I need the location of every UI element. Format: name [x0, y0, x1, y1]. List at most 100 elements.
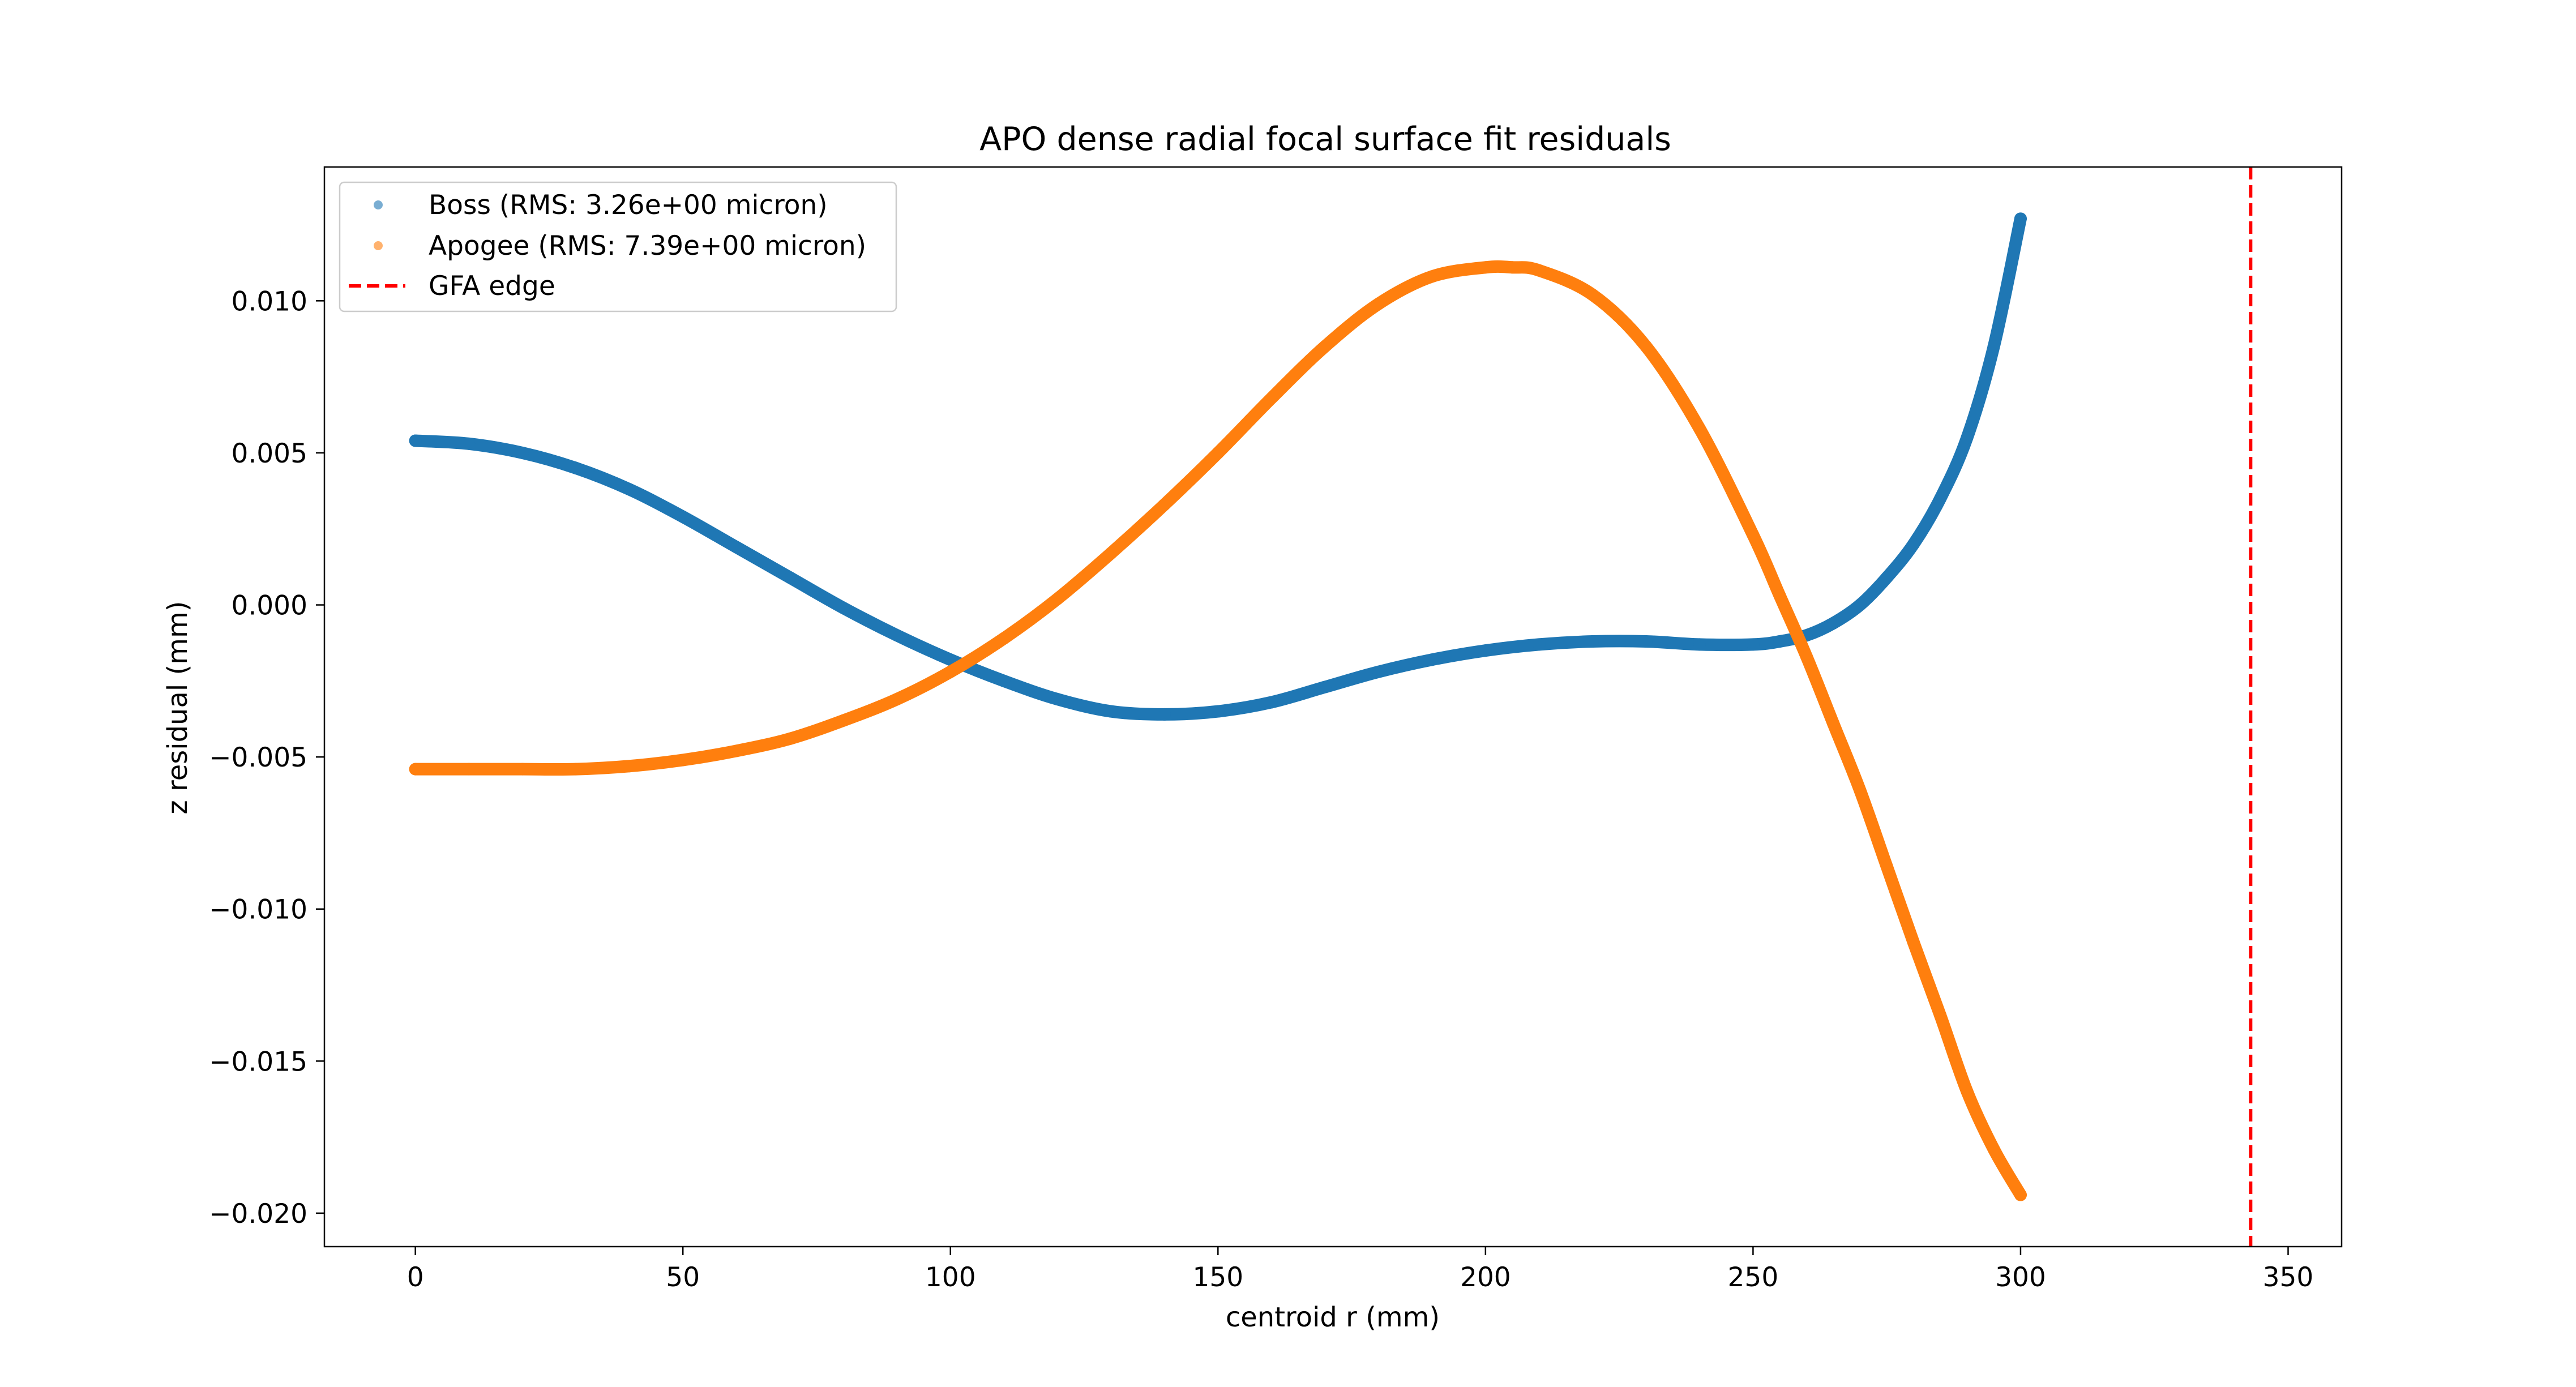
series-apogee-point: [1961, 1085, 1974, 1098]
series-boss-point: [1907, 538, 1920, 551]
series-apogee-point: [1319, 340, 1332, 353]
series-layer: [409, 212, 2027, 1201]
series-boss-point: [516, 446, 529, 459]
legend-marker-boss: [374, 200, 383, 209]
series-boss-point: [1854, 598, 1867, 611]
series-boss-point: [677, 510, 690, 523]
plot-frame: [323, 166, 2343, 1248]
series-apogee-point: [1934, 1009, 1947, 1022]
series-boss-point: [1640, 635, 1653, 648]
series-apogee-point: [1640, 340, 1653, 353]
series-apogee-point: [1586, 288, 1599, 301]
series-boss-point: [1586, 635, 1599, 648]
y-tick-label: −0.015: [209, 1046, 307, 1077]
series-boss-point: [1479, 644, 1492, 657]
series-apogee-point: [1212, 446, 1225, 459]
series-boss-point: [1426, 653, 1439, 666]
series-apogee-point: [1907, 936, 1920, 949]
series-apogee-point: [1773, 589, 1786, 602]
series-boss-point: [1827, 617, 1840, 630]
series-boss-point: [623, 483, 636, 496]
x-tick-label: 0: [407, 1262, 424, 1293]
y-axis-title: z residual (mm): [162, 601, 194, 815]
series-boss-point: [1747, 638, 1760, 651]
series-apogee-point: [1800, 650, 1813, 663]
series-apogee-trace: [409, 260, 2027, 1201]
series-apogee-point: [463, 763, 476, 776]
series-apogee-point: [1158, 498, 1171, 511]
series-apogee-point: [1105, 547, 1118, 560]
series-apogee-point: [1265, 392, 1278, 405]
y-tick-label: 0.010: [231, 286, 307, 317]
x-tick-label: 100: [925, 1262, 976, 1293]
series-apogee-point: [1372, 297, 1385, 310]
series-apogee-point: [1747, 528, 1760, 541]
series-boss-point: [891, 629, 904, 642]
series-boss-point: [1051, 693, 1064, 706]
series-apogee-point: [1693, 422, 1706, 435]
series-boss-point: [1961, 431, 1974, 444]
series-boss-point: [1934, 492, 1947, 505]
y-tick-label: −0.020: [209, 1198, 307, 1230]
series-apogee-point: [1880, 860, 1893, 873]
x-tick-label: 300: [1995, 1262, 2046, 1293]
series-apogee-point: [1051, 592, 1064, 605]
x-axis: 0 50 100 150 200 250 300 350: [407, 1247, 2314, 1293]
x-tick-label: 350: [2263, 1262, 2314, 1293]
series-boss-point: [1880, 571, 1893, 584]
series-boss-point: [1265, 696, 1278, 709]
series-boss-point: [730, 541, 743, 554]
series-boss-point: [1773, 635, 1786, 648]
series-apogee-point: [570, 763, 583, 776]
series-boss-point: [1693, 638, 1706, 651]
series-apogee-point: [1479, 261, 1492, 274]
x-tick-label: 250: [1728, 1262, 1779, 1293]
series-apogee: [409, 260, 2027, 1201]
series-boss-point: [1372, 665, 1385, 678]
series-boss-point: [1319, 680, 1332, 694]
series-apogee-point: [1506, 261, 1519, 274]
series-apogee-point: [516, 763, 529, 776]
series-apogee-point: [677, 754, 690, 767]
series-apogee-point: [891, 693, 904, 706]
series-apogee-point: [998, 632, 1011, 645]
series-boss-point: [944, 653, 957, 666]
legend-label-boss: Boss (RMS: 3.26e+00 micron): [429, 190, 828, 221]
legend-label-apogee: Apogee (RMS: 7.39e+00 micron): [429, 230, 866, 262]
series-boss-point: [1212, 705, 1225, 718]
legend-marker-apogee: [374, 241, 383, 250]
y-tick-label: 0.000: [231, 590, 307, 622]
y-tick-label: 0.005: [231, 438, 307, 469]
x-tick-label: 50: [666, 1262, 700, 1293]
chart-title: APO dense radial focal surface fit resid…: [979, 121, 1671, 158]
legend: Boss (RMS: 3.26e+00 micron) Apogee (RMS:…: [339, 181, 897, 312]
series-boss-point: [2014, 212, 2027, 225]
series-boss-point: [784, 571, 797, 584]
y-tick-label: −0.005: [209, 742, 307, 773]
series-apogee-point: [730, 744, 743, 757]
series-boss-point: [1105, 705, 1118, 718]
series-apogee-point: [837, 714, 850, 727]
series-boss: [409, 212, 2027, 721]
legend-label-gfa-edge: GFA edge: [429, 271, 555, 302]
series-boss-point: [570, 461, 583, 474]
series-apogee-point: [409, 763, 422, 776]
series-boss-point: [463, 437, 476, 450]
x-axis-title: centroid r (mm): [1226, 1302, 1440, 1333]
series-boss-point: [837, 601, 850, 614]
y-axis: 0.010 0.005 0.000 −0.005 −0.010 −0.015 −0.020: [209, 286, 324, 1230]
series-apogee-point: [623, 760, 636, 773]
series-boss-point: [409, 434, 422, 447]
series-apogee-point: [1854, 784, 1867, 797]
series-boss-point: [1987, 340, 2000, 353]
series-apogee-point: [2014, 1188, 2027, 1201]
x-tick-label: 200: [1460, 1262, 1511, 1293]
series-boss-point: [1533, 638, 1546, 651]
x-tick-label: 150: [1192, 1262, 1243, 1293]
y-tick-label: −0.010: [209, 894, 307, 926]
series-apogee-point: [944, 665, 957, 678]
legend-box: [339, 181, 897, 312]
series-apogee-point: [784, 732, 797, 745]
series-apogee-point: [1533, 264, 1546, 277]
